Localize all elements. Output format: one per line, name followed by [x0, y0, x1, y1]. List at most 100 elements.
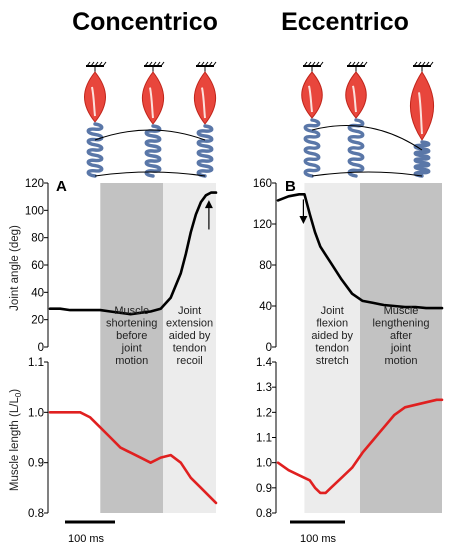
muscle-tendon-unit-icon — [84, 71, 106, 123]
anchor-hatch — [102, 61, 107, 67]
tendon-spring — [86, 122, 104, 178]
shaded-region-0-0 — [100, 183, 164, 513]
ytick-label-0-1-1: 0.9 — [28, 458, 44, 470]
anchor-hatch — [351, 61, 356, 67]
anchor-hatch — [94, 61, 99, 67]
anchor-hatch — [363, 61, 368, 67]
muscle-tendon-unit-icon — [345, 71, 367, 119]
ytick-label-0-0-2: 40 — [31, 287, 44, 299]
anchor-hatch — [315, 61, 320, 67]
muscle-highlight — [91, 86, 96, 117]
ytick-label-1-0-3: 120 — [253, 219, 272, 231]
connector-line-top — [94, 129, 206, 141]
ytick-label-0-1-0: 0.8 — [28, 508, 44, 520]
anchor-hatch — [307, 61, 312, 67]
series-line-1-1-0 — [276, 398, 444, 495]
scale-label-left: 100 ms — [68, 533, 105, 545]
region-annotation-1-0: Joint flexion aided by tendon stretch — [311, 305, 353, 367]
anchor-hatch — [204, 61, 209, 67]
ytick-label-1-1-1: 0.9 — [256, 483, 272, 495]
anchor-hatch — [212, 61, 217, 67]
anchor-hatch — [429, 61, 434, 67]
muscle-highlight — [308, 85, 313, 113]
anchor-hatch — [311, 61, 316, 67]
ytick-label-0-0-1: 20 — [31, 315, 44, 327]
anchor-hatch — [421, 61, 426, 67]
ytick-label-1-1-0: 0.8 — [256, 508, 272, 520]
muscle-tendon-schematic-right — [301, 61, 434, 178]
anchor-hatch — [98, 61, 103, 67]
muscle-tendon-unit-icon — [301, 71, 323, 119]
shaded-regions — [100, 183, 442, 513]
ytick-label-0-1-3: 1.1 — [28, 357, 44, 369]
ytick-label-0-0-5: 100 — [25, 205, 44, 217]
region-annotation-1-1: Muscle lengthening after joint motion — [373, 305, 430, 367]
ytick-label-1-0-2: 80 — [259, 260, 272, 272]
anchor-hatch — [196, 61, 201, 67]
ytick-label-0-1-2: 1.0 — [28, 407, 44, 419]
ytick-label-1-1-4: 1.2 — [256, 407, 272, 419]
shaded-region-1-1 — [360, 183, 442, 513]
anchor-hatch — [319, 61, 324, 67]
muscle-tendon-unit-icon — [193, 71, 217, 125]
anchor-hatch — [156, 61, 161, 67]
shaded-region-1-0 — [304, 183, 360, 513]
panel-label-b: B — [285, 178, 296, 195]
anchor-hatch — [303, 61, 308, 67]
tendon-spring — [303, 118, 321, 178]
anchor-hatch — [86, 61, 91, 67]
scale-label-right: 100 ms — [300, 533, 337, 545]
region-annotation-0-0: Muscle shortening before joint motion — [106, 305, 157, 367]
ytick-label-1-1-2: 1.0 — [256, 458, 272, 470]
ytick-label-1-0-0: 0 — [266, 342, 272, 354]
tendon-spring — [347, 118, 365, 178]
anchor-hatch — [148, 61, 153, 67]
arrowhead-down — [299, 215, 308, 224]
ytick-label-0-0-3: 60 — [31, 260, 44, 272]
ytick-label-1-1-6: 1.4 — [256, 357, 273, 369]
connector-line-bottom — [311, 171, 423, 177]
anchor-hatch — [347, 61, 352, 67]
anchor-hatch — [417, 61, 422, 67]
muscle-highlight — [201, 87, 206, 119]
tendon-spring — [413, 140, 431, 178]
tendon-spring — [196, 124, 214, 178]
ylabel-muscle-length: Muscle length (L/L0) — [9, 389, 23, 491]
anchor-hatch — [200, 61, 205, 67]
anchor-hatch — [425, 61, 430, 67]
tendon-spring — [144, 124, 162, 178]
chart-title-right: Eccentrico — [281, 8, 409, 36]
muscle-tendon-unit-icon — [410, 71, 434, 141]
series-line-0-1-0 — [48, 411, 218, 505]
ytick-label-1-0-4: 160 — [253, 178, 272, 190]
panel-label-a: A — [56, 178, 67, 195]
anchor-hatch — [160, 61, 165, 67]
connector-line-top — [311, 125, 423, 151]
anchor-hatch — [413, 61, 418, 67]
muscle-tendon-schematic-left — [84, 61, 217, 178]
muscle-highlight — [149, 87, 154, 119]
arrowhead-up — [204, 200, 213, 209]
series-line-0-0-0 — [48, 191, 218, 316]
region-annotation-0-1: Joint extension aided by tendon recoil — [166, 305, 213, 367]
connector-line-bottom — [94, 171, 206, 177]
ytick-label-1-1-5: 1.3 — [256, 382, 272, 394]
series-line-1-0-0 — [276, 193, 444, 310]
muscle-highlight — [352, 85, 357, 113]
ytick-label-0-0-0: 0 — [38, 342, 44, 354]
anchor-hatch — [144, 61, 149, 67]
anchor-hatch — [90, 61, 95, 67]
anchor-hatch — [359, 61, 364, 67]
anchor-hatch — [152, 61, 157, 67]
muscle-highlight — [418, 92, 423, 135]
ytick-label-1-1-3: 1.1 — [256, 433, 272, 445]
anchor-hatch — [355, 61, 360, 67]
anchor-hatch — [208, 61, 213, 67]
ylabel-joint-angle: Joint angle (deg) — [9, 225, 21, 311]
data-lines — [48, 191, 444, 505]
axes-group: 0 20 40 60 80 100 120 0.8 0.9 1.0 1.1 0 40 80 120 160 0.… — [25, 178, 277, 520]
chart-title-left: Concentrico — [72, 8, 218, 36]
ytick-label-1-0-1: 40 — [259, 301, 272, 313]
